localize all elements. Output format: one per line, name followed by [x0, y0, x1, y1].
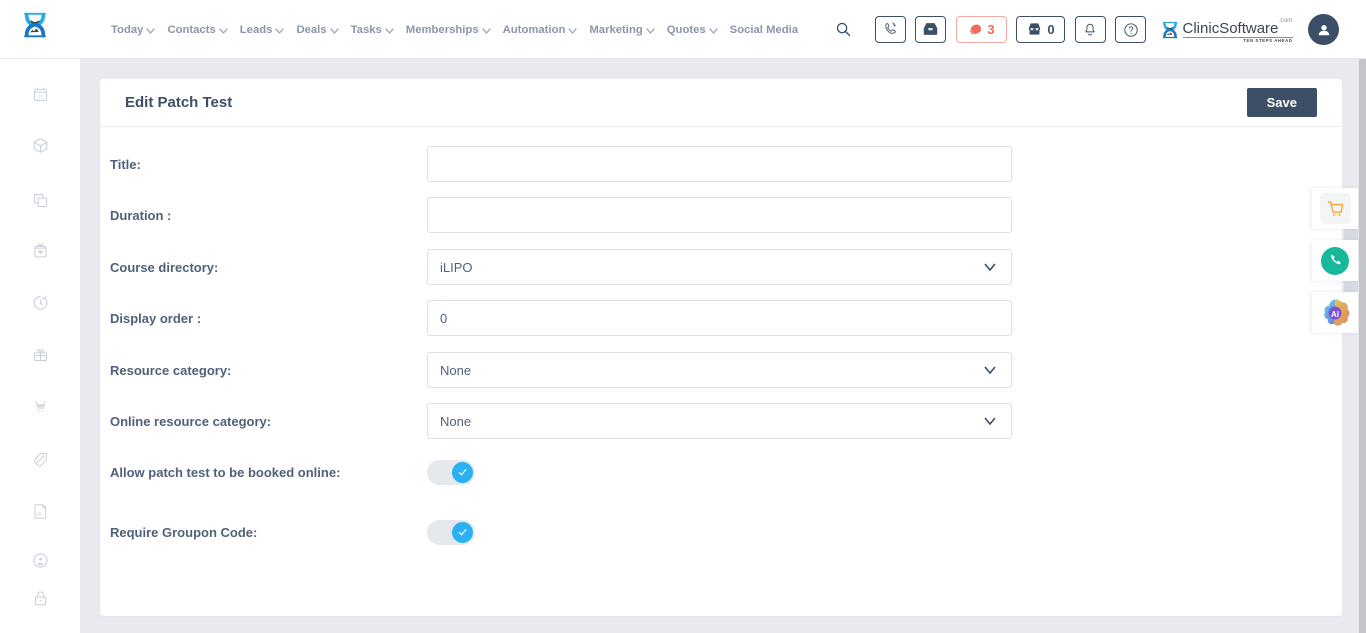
svg-text:12: 12 — [37, 94, 43, 100]
svg-text:AI: AI — [1331, 309, 1339, 318]
